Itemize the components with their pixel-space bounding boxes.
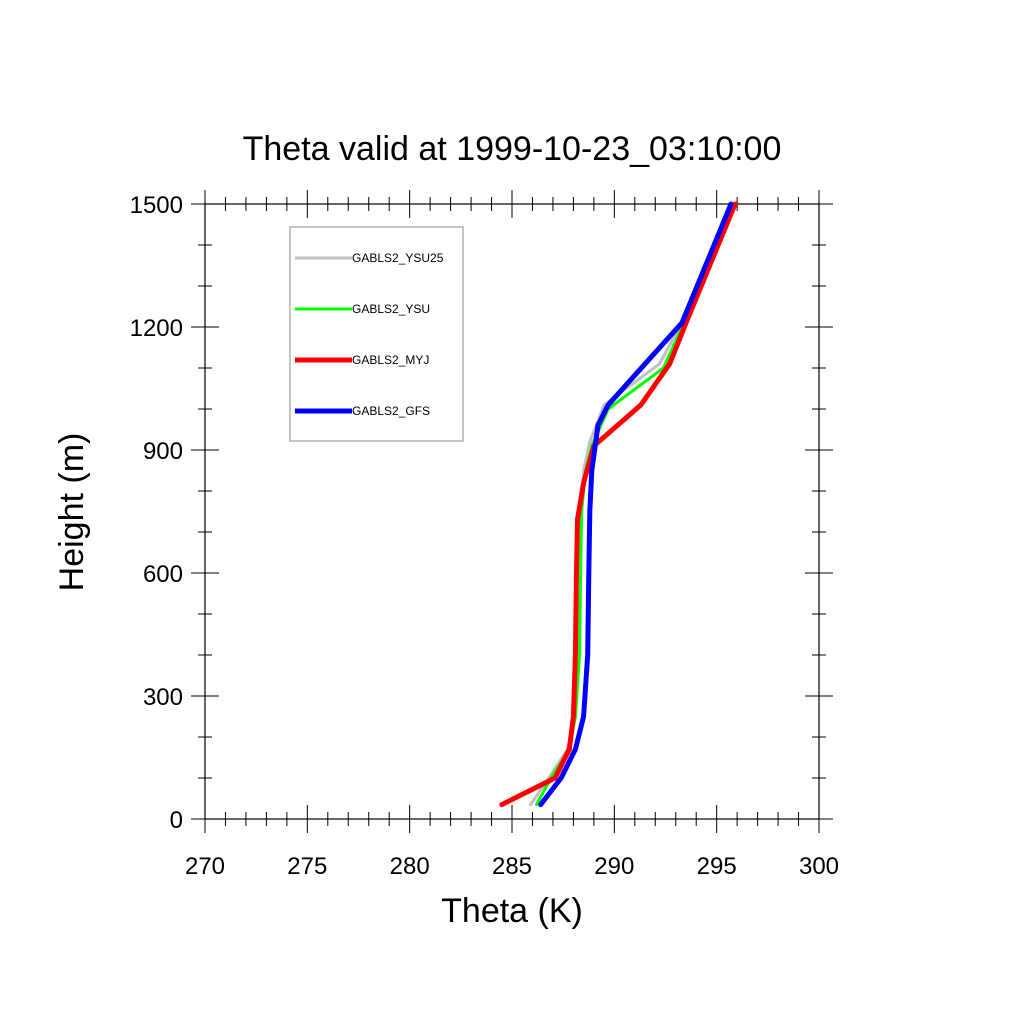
x-tick-label: 285	[492, 853, 532, 880]
x-tick-labels: 270 275 280 285 290 295 300	[185, 853, 839, 880]
legend-label: GABLS2_YSU25	[352, 251, 444, 265]
series-line-gabls2-ysu25	[528, 202, 737, 807]
legend: GABLS2_YSU25 GABLS2_YSU GABLS2_MYJ GABLS2_G…	[289, 226, 464, 442]
legend-label: GABLS2_MYJ	[352, 353, 429, 367]
x-tick-label: 275	[287, 853, 327, 880]
y-tick-label: 600	[143, 561, 183, 588]
x-tick-label: 295	[697, 853, 737, 880]
y-tick-label: 1500	[130, 192, 183, 219]
y-tick-label: 300	[143, 684, 183, 711]
series-line-gabls2-ysu	[535, 202, 735, 807]
chart-title: Theta valid at 1999-10-23_03:10:00	[243, 130, 782, 168]
y-tick-label: 900	[143, 438, 183, 465]
legend-box	[289, 226, 464, 442]
x-tick-label: 270	[185, 853, 225, 880]
legend-label: GABLS2_YSU	[352, 302, 430, 316]
y-tick-label: 1200	[130, 315, 183, 342]
minor-ticks	[198, 197, 826, 826]
legend-label: GABLS2_GFS	[352, 404, 430, 418]
y-axis-label: Height (m)	[53, 433, 91, 592]
x-tick-label: 300	[799, 853, 839, 880]
x-tick-label: 290	[594, 853, 634, 880]
y-tick-labels: 0 300 600 900 1200 1500	[130, 192, 183, 834]
x-axis-label: Theta (K)	[441, 892, 583, 930]
x-tick-label: 280	[390, 853, 430, 880]
y-tick-label: 0	[170, 807, 183, 834]
legend-items: GABLS2_YSU25 GABLS2_YSU GABLS2_MYJ GABLS2_G…	[295, 251, 444, 418]
series-line-gabls2-gfs	[538, 201, 734, 808]
series-lines	[499, 201, 738, 808]
major-ticks	[191, 190, 833, 833]
series-line-gabls2-myj	[499, 201, 738, 808]
